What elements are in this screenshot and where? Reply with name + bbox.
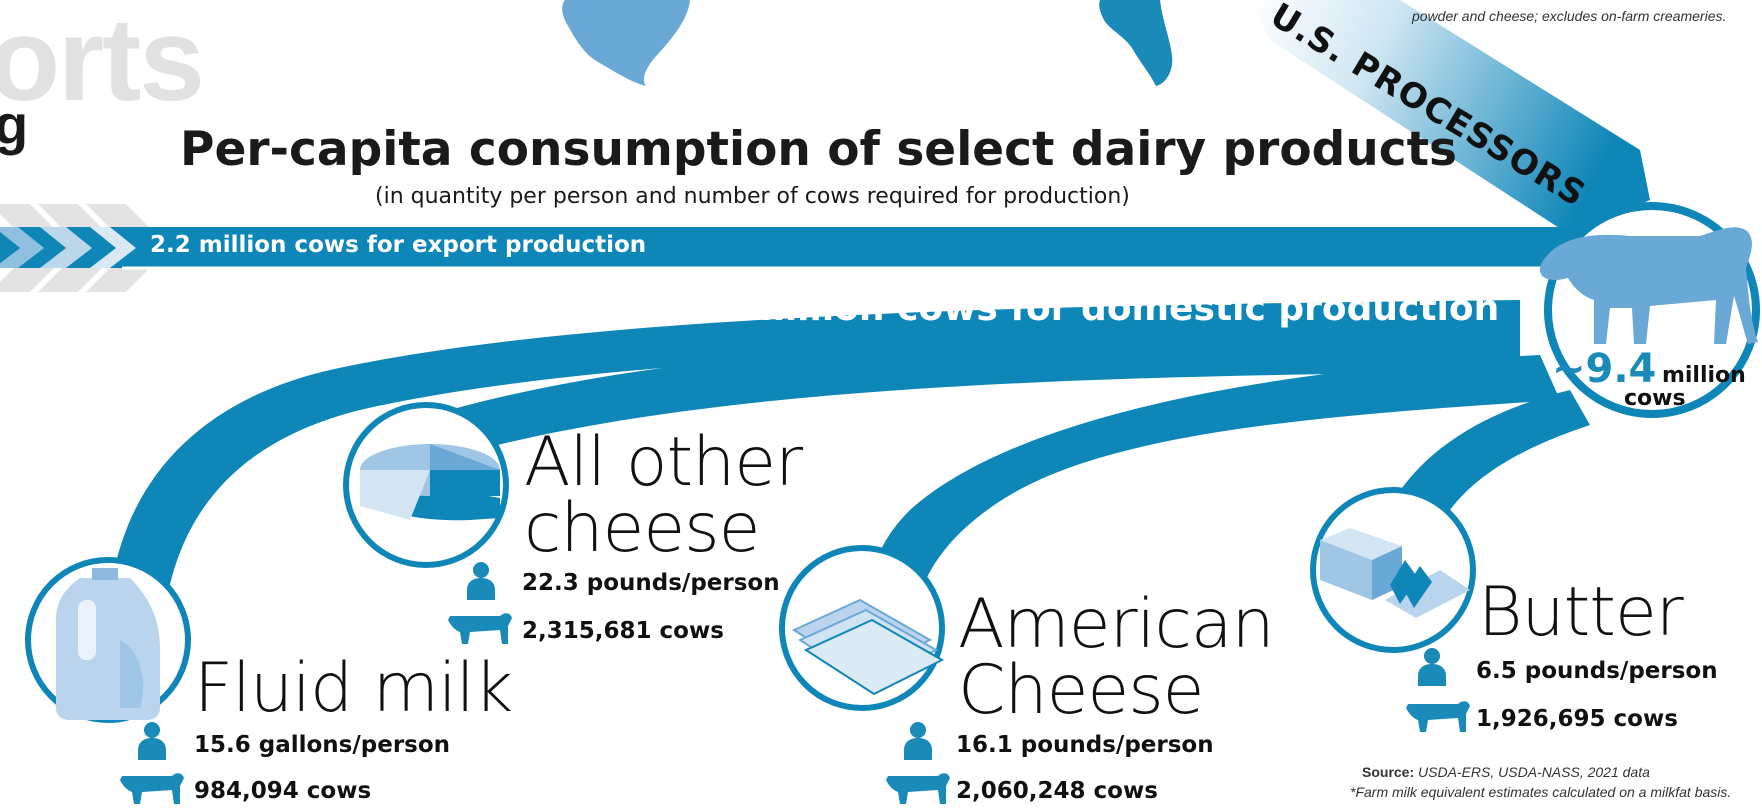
export-flow-band bbox=[0, 227, 1600, 268]
source-text: USDA-ERS, USDA-NASS, 2021 data bbox=[1418, 764, 1650, 780]
american-cheese-name-line1: American bbox=[958, 585, 1275, 664]
flow-to-fluid-milk bbox=[108, 300, 1520, 610]
top-note: powder and cheese; excludes on-farm crea… bbox=[1412, 8, 1727, 24]
source-footnote: *Farm milk equivalent estimates calculat… bbox=[1350, 784, 1732, 800]
milk-jug-icon bbox=[56, 568, 160, 720]
person-icon-fluid-milk bbox=[138, 722, 166, 760]
person-icon-butter bbox=[1418, 648, 1446, 686]
person-icon-all-other-cheese bbox=[467, 562, 495, 600]
total-cows-prefix: ~ bbox=[1552, 346, 1586, 392]
cow-icon-butter bbox=[1406, 701, 1470, 732]
cheese-wheel-icon bbox=[360, 444, 500, 521]
flow-to-all-other-cheese bbox=[450, 320, 1520, 452]
butter-cows: 1,926,695 cows bbox=[1476, 706, 1678, 732]
total-cows-unit2: cows bbox=[1624, 386, 1686, 411]
total-cows-unit: million bbox=[1661, 363, 1746, 388]
map-shape-florida bbox=[1099, 0, 1173, 86]
butter-per-person: 6.5 pounds/person bbox=[1476, 658, 1718, 684]
map-shape-texas bbox=[562, 0, 690, 86]
all-other-cheese-name-line2: cheese bbox=[524, 489, 760, 568]
domestic-flow-label: 7.2 million cows for domestic production bbox=[671, 288, 1500, 329]
cow-icon-all-other-cheese bbox=[448, 613, 512, 644]
butter-icon bbox=[1320, 528, 1470, 618]
cheese-slices-icon bbox=[791, 598, 945, 696]
source-line: Source: USDA-ERS, USDA-NASS, 2021 data bbox=[1362, 764, 1650, 780]
chart-title: Per-capita consumption of select dairy p… bbox=[180, 122, 1458, 177]
export-flow-label: 2.2 million cows for export production bbox=[150, 232, 647, 258]
flow-to-american-cheese bbox=[866, 355, 1560, 600]
fluid-milk-per-person: 15.6 gallons/person bbox=[194, 732, 451, 758]
background-fragment: g bbox=[0, 93, 29, 156]
american-cheese-per-person: 16.1 pounds/person bbox=[956, 732, 1214, 758]
chart-subtitle: (in quantity per person and number of co… bbox=[375, 184, 1130, 209]
background-word: orts bbox=[0, 0, 205, 126]
fluid-milk-name: Fluid milk bbox=[194, 649, 513, 728]
fluid-milk-cows: 984,094 cows bbox=[194, 778, 372, 804]
person-icon-american-cheese bbox=[904, 722, 932, 760]
cow-icon-american-cheese bbox=[886, 773, 950, 804]
total-cows-number: 9.4 bbox=[1585, 346, 1657, 392]
all-other-cheese-name-line1: All other bbox=[524, 423, 803, 502]
export-chevrons bbox=[0, 227, 136, 268]
american-cheese-cows: 2,060,248 cows bbox=[956, 778, 1158, 804]
all-other-cheese-cows: 2,315,681 cows bbox=[522, 618, 724, 644]
cow-icon-fluid-milk bbox=[120, 773, 184, 804]
all-other-cheese-per-person: 22.3 pounds/person bbox=[522, 570, 780, 596]
butter-name: Butter bbox=[1478, 573, 1684, 652]
american-cheese-name-line2: Cheese bbox=[958, 651, 1205, 730]
source-label: Source: bbox=[1362, 764, 1415, 780]
processors-ribbon bbox=[1250, 0, 1650, 235]
cow-icon-large bbox=[1539, 227, 1758, 344]
total-cows-value: ~9.4 million cows bbox=[1552, 346, 1746, 411]
